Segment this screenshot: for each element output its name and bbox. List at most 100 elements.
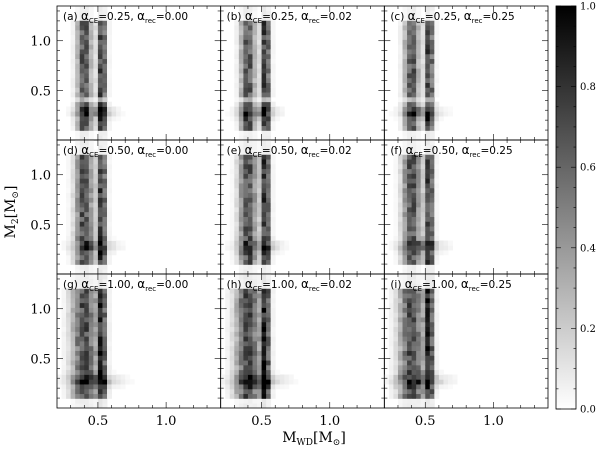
heatmap-cell	[407, 317, 413, 323]
heatmap-cell	[411, 326, 417, 332]
heatmap-cell	[275, 369, 281, 375]
heatmap-cell	[266, 202, 272, 208]
heatmap-cell	[266, 369, 272, 375]
heatmap-cell	[93, 149, 99, 155]
heatmap-cell	[411, 403, 417, 408]
heatmap-cell	[88, 250, 94, 256]
heatmap-cell	[247, 293, 253, 299]
heatmap-cell	[243, 58, 249, 64]
heatmap-cell	[97, 39, 103, 45]
x-tick-label: 1.0	[319, 414, 340, 429]
heatmap-cell	[238, 259, 244, 265]
heatmap-cell	[252, 178, 258, 184]
heatmap-cell	[102, 87, 108, 93]
heatmap-cell	[79, 183, 85, 189]
heatmap-cell	[416, 49, 422, 55]
heatmap-cell	[429, 240, 435, 246]
heatmap-cell	[84, 259, 90, 265]
heatmap-cell	[247, 34, 253, 40]
heatmap-cell	[79, 307, 85, 313]
heatmap-cell	[247, 39, 253, 45]
heatmap-cell	[402, 326, 408, 332]
heatmap-cell	[111, 369, 117, 375]
heatmap-cell	[107, 159, 112, 165]
heatmap-cell	[79, 384, 85, 390]
heatmap-cell	[84, 293, 90, 299]
heatmap-cell	[238, 63, 244, 69]
heatmap-cell	[425, 101, 431, 107]
heatmap-cell	[266, 245, 272, 251]
heatmap-cell	[407, 44, 413, 50]
heatmap-cell	[261, 374, 267, 380]
heatmap-cell	[420, 259, 426, 265]
heatmap-cell	[252, 240, 258, 246]
heatmap-cell	[266, 154, 272, 160]
heatmap-cell	[61, 326, 67, 332]
heatmap-cell	[252, 49, 258, 55]
heatmap-cell	[75, 274, 81, 280]
heatmap-cell	[247, 216, 253, 222]
heatmap-cell	[402, 120, 408, 127]
heatmap-cell	[107, 341, 112, 347]
heatmap-cell	[393, 360, 399, 366]
heatmap-cell	[93, 173, 99, 179]
heatmap-cell	[247, 360, 253, 366]
heatmap-cell	[261, 29, 267, 36]
heatmap-cell	[88, 221, 94, 227]
heatmap-cell	[397, 120, 403, 127]
heatmap-cell	[88, 317, 94, 323]
heatmap-cell	[97, 331, 103, 337]
heatmap-cell	[434, 317, 440, 323]
heatmap-cell	[61, 384, 67, 390]
heatmap-cell	[429, 87, 435, 93]
heatmap-cell	[75, 307, 81, 313]
heatmap-cell	[252, 288, 258, 294]
heatmap-cell	[416, 369, 422, 375]
heatmap-cell	[75, 350, 81, 356]
heatmap-cell	[252, 168, 258, 174]
heatmap-cell	[79, 293, 85, 299]
heatmap-cell	[270, 197, 276, 203]
heatmap-cell	[84, 221, 90, 227]
heatmap-cell	[93, 125, 99, 131]
heatmap-cell	[247, 302, 253, 308]
heatmap-cell	[425, 207, 431, 213]
heatmap-cell	[416, 130, 422, 136]
heatmap-cell	[247, 82, 253, 88]
heatmap-cell	[261, 149, 267, 155]
heatmap-cell	[416, 274, 422, 280]
heatmap-cell	[397, 326, 403, 332]
heatmap-cell	[425, 111, 431, 117]
heatmap-cell	[238, 403, 244, 408]
heatmap-cell	[61, 369, 67, 375]
heatmap-cell	[93, 163, 99, 170]
heatmap-cell	[257, 211, 262, 217]
heatmap-cell	[407, 183, 413, 189]
heatmap-cell	[102, 58, 108, 64]
heatmap-cell	[234, 68, 240, 74]
heatmap-cell	[116, 379, 122, 385]
heatmap-cell	[102, 350, 108, 356]
heatmap-cell	[102, 44, 108, 50]
heatmap-cell	[88, 10, 94, 16]
heatmap-cell	[261, 230, 267, 237]
heatmap-cell	[97, 288, 103, 294]
heatmap-cell	[402, 144, 408, 150]
heatmap-cell	[416, 29, 422, 36]
heatmap-cell	[234, 63, 240, 69]
heatmap-cell	[393, 331, 399, 337]
heatmap-cell	[102, 374, 108, 380]
heatmap-cell	[97, 374, 103, 380]
heatmap-cell	[75, 245, 81, 251]
heatmap-cell	[234, 388, 240, 395]
heatmap-cell	[97, 341, 103, 347]
heatmap-cell	[247, 245, 253, 251]
heatmap-cell	[402, 44, 408, 50]
heatmap-cell	[425, 250, 431, 256]
heatmap-cell	[407, 384, 413, 390]
heatmap-cell	[270, 336, 276, 342]
heatmap-cell	[243, 216, 249, 222]
heatmap-cell	[393, 388, 399, 395]
heatmap-cell	[225, 360, 231, 366]
heatmap-cell	[429, 192, 435, 198]
